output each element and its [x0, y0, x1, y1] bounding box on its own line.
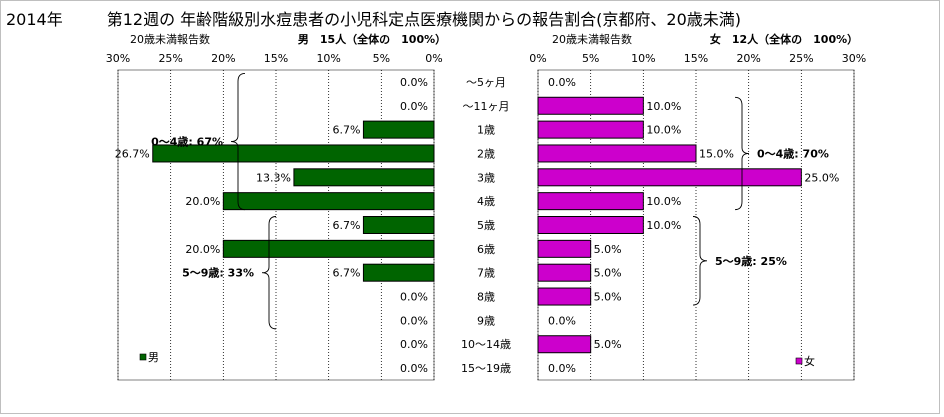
male-group-brace [230, 72, 246, 211]
female-bar [537, 192, 644, 211]
female-group-brace [734, 96, 750, 211]
male-tick-label: 30% [106, 52, 130, 65]
category-label: 5歳 [477, 219, 495, 232]
male-tick-label: 10% [316, 52, 340, 65]
female-tick-label: 10% [631, 52, 655, 65]
female-tick-label: 5% [582, 52, 599, 65]
female-bar [537, 144, 697, 163]
female-bar [537, 335, 592, 354]
female-axis-caption: 20歳未満報告数 [552, 33, 632, 46]
female-bar [537, 96, 644, 115]
female-value-label: 10.0% [646, 219, 681, 232]
male-value-label: 20.0% [185, 195, 220, 208]
female-legend-swatch [795, 357, 803, 365]
category-label: 1歳 [477, 124, 495, 137]
female-value-label: 5.0% [594, 243, 622, 256]
category-label: 4歳 [477, 195, 495, 208]
male-tick-label: 15% [264, 52, 288, 65]
female-group-annotation: 5～9歳: 25% [715, 254, 787, 268]
female-value-label: 5.0% [594, 338, 622, 351]
male-tick-label: 0% [425, 52, 442, 65]
male-value-label: 6.7% [332, 124, 360, 137]
male-bar [222, 239, 435, 258]
female-value-label: 10.0% [646, 124, 681, 137]
female-bar [537, 239, 592, 258]
female-value-label: 10.0% [646, 100, 681, 113]
category-label: 10～14歳 [461, 338, 511, 351]
male-group-brace [261, 216, 277, 330]
female-tick-label: 30% [842, 52, 866, 65]
male-value-label: 0.0% [400, 291, 428, 304]
female-value-label: 5.0% [594, 291, 622, 304]
male-axis-caption: 20歳未満報告数 [130, 33, 210, 46]
female-group-brace [692, 216, 708, 306]
male-bar [362, 263, 435, 282]
title-main: 第12週の 年齢階級別水痘患者の小児科定点医療機関からの報告割合(京都府、20歳… [106, 10, 742, 29]
male-group-annotation: 5～9歳: 33% [182, 266, 254, 280]
category-label: 6歳 [477, 243, 495, 256]
female-value-label: 25.0% [804, 171, 839, 184]
chart-title: 2014年 第12週の 年齢階級別水痘患者の小児科定点医療機関からの報告割合(京都… [6, 6, 741, 30]
female-group-annotation: 0～4歳: 70% [757, 146, 829, 160]
male-value-label: 0.0% [400, 76, 428, 89]
female-tick-label: 15% [684, 52, 708, 65]
female-value-label: 10.0% [646, 195, 681, 208]
category-label: 2歳 [477, 147, 495, 160]
male-bar [362, 120, 435, 139]
female-bar [537, 287, 592, 306]
female-legend-label: 女 [804, 354, 815, 368]
male-value-label: 0.0% [400, 338, 428, 351]
category-label: ～11ヶ月 [463, 100, 510, 113]
category-label: 3歳 [477, 171, 495, 184]
male-bar [222, 192, 435, 211]
female-value-label: 0.0% [548, 76, 576, 89]
female-tick-label: 25% [789, 52, 813, 65]
male-value-label: 6.7% [332, 267, 360, 280]
male-value-label: 26.7% [115, 147, 150, 160]
male-legend-label: 男 [148, 351, 159, 364]
male-value-label: 20.0% [185, 243, 220, 256]
male-value-label: 6.7% [332, 219, 360, 232]
male-bar [293, 168, 435, 187]
category-label: ～5ヶ月 [466, 76, 506, 89]
female-bar [537, 216, 644, 234]
female-bar [537, 263, 592, 282]
female-value-label: 0.0% [548, 362, 576, 375]
male-group-annotation: 0～4歳: 67% [151, 135, 223, 149]
female-value-label: 5.0% [594, 267, 622, 280]
female-bar [537, 168, 802, 187]
male-value-label: 0.0% [400, 314, 428, 327]
female-value-label: 0.0% [548, 314, 576, 327]
male-legend-swatch [139, 353, 147, 361]
female-value-label: 15.0% [699, 147, 734, 160]
male-value-label: 0.0% [400, 362, 428, 375]
male-tick-label: 25% [158, 52, 182, 65]
category-label: 7歳 [477, 267, 495, 280]
category-label: 8歳 [477, 291, 495, 304]
male-value-label: 0.0% [400, 100, 428, 113]
male-value-label: 13.3% [256, 171, 291, 184]
title-year: 2014年 [6, 10, 63, 29]
male-bar [362, 216, 435, 234]
female-tick-label: 20% [736, 52, 760, 65]
category-label: 15～19歳 [461, 362, 511, 375]
male-header: 男 15人（全体の 100%） [298, 32, 446, 46]
female-tick-label: 0% [529, 52, 546, 65]
male-tick-label: 5% [373, 52, 390, 65]
female-header: 女 12人（全体の 100%） [710, 32, 858, 46]
male-tick-label: 20% [211, 52, 235, 65]
male-bar [152, 144, 435, 163]
female-bar [537, 120, 644, 139]
category-label: 9歳 [477, 314, 495, 327]
